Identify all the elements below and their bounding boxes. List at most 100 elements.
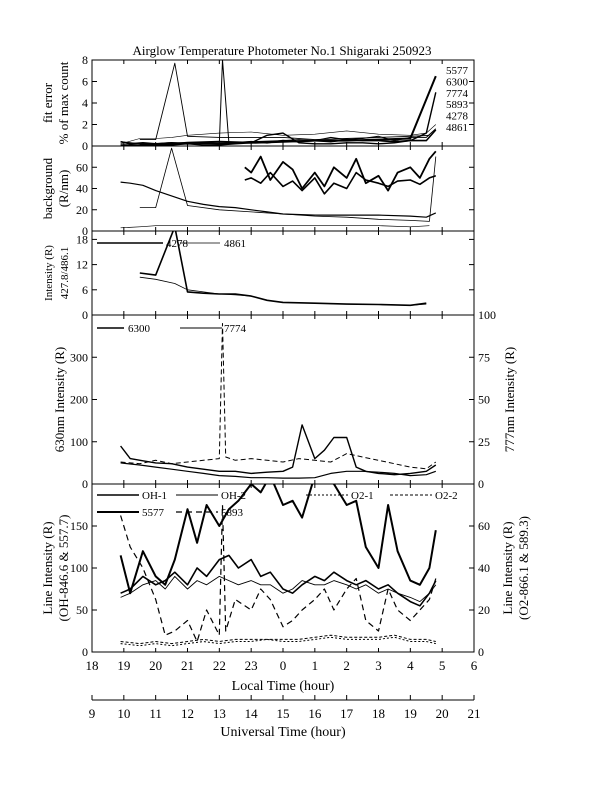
panel-line_intensity: 0 50 100 150 0 20 40 60 Line Intensity (R) (OH-84… [40,483,531,659]
series-line-4278 [139,62,430,141]
y-tick-label: 50 [76,603,88,617]
series-line-4861 [139,276,427,306]
y-tick-label: 150 [70,519,88,533]
y-tick-label-right: 0 [478,645,484,659]
series-line-7774 [120,323,437,470]
local-time-tick-label: 22 [213,658,226,673]
series-line-4278 [120,181,437,218]
series-line-6300b [120,462,437,479]
series-line-5893 [120,504,437,643]
y-tick-label: 4 [82,96,88,110]
y-axis-label: fit error [40,82,55,123]
y-tick-label: 100 [70,561,88,575]
y-tick-label-right: 50 [478,393,490,407]
series-line-O2-1 [120,636,436,647]
legend-entry: 5577 [142,507,165,519]
y-tick-label: 20 [76,203,88,217]
y-tick-label-right: 100 [478,308,496,322]
legend-entry: 5577 [446,65,469,77]
y-tick-label-right: 60 [478,519,490,533]
y-axis-label: Line Intensity (R) [40,521,55,614]
series-line-7774 [120,124,437,145]
universal-time-tick-label: 16 [308,706,322,721]
y-tick-label-right: 20 [478,603,490,617]
y-tick-label: 12 [76,258,88,272]
universal-time-tick-label: 13 [213,706,226,721]
y-axis-label: Intensity (R) [43,245,55,301]
y-tick-label: 100 [70,435,88,449]
chart-title: Airglow Temperature Photometer No.1 Shig… [133,43,432,58]
local-time-tick-label: 6 [471,658,478,673]
panel-frame [91,314,475,485]
series-line-5577 [244,150,437,192]
local-time-tick-label: 18 [86,658,99,673]
legend-entry: OH-1 [142,490,167,502]
y-tick-label: 0 [82,645,88,659]
series-group [119,484,437,647]
y-axis-label: 630nm Intensity (R) [52,347,67,452]
legend-entry: 4861 [446,122,468,134]
local-time-tick-label: 0 [280,658,287,673]
local-time-tick-label: 5 [439,658,446,673]
series-group [120,60,437,146]
legend-entry: O2-1 [351,490,374,502]
y-tick-label: 0 [82,139,88,153]
series-line-5577 [119,484,437,595]
y-tick-label-right: 0 [478,477,484,491]
universal-time-tick-label: 14 [245,706,259,721]
local-time-tick-label: 3 [375,658,382,673]
series-line-O2-2 [120,634,436,645]
universal-time-tick-label: 19 [404,706,417,721]
series-line-4861 [139,75,437,146]
legend-entry: 5893 [446,99,469,111]
legend-entry: 6300 [128,323,151,335]
y-tick-label: 6 [82,75,88,89]
y-axis-label: (OH-846.6 & 557.7) [56,515,71,622]
y-tick-label: 8 [82,53,88,67]
y-axis-label: (R/nm) [56,170,71,208]
legend-entry: 4278 [166,238,189,250]
universal-time-tick-label: 12 [181,706,194,721]
local-time-tick-label: 21 [181,658,194,673]
y-tick-label: 60 [76,160,88,174]
y-axis-label: background [40,157,55,219]
legend-entry: 5893 [221,507,244,519]
y-tick-label-right: 40 [478,561,490,575]
y-tick-label: 2 [82,118,88,132]
y-tick-label: 18 [76,232,88,246]
universal-time-tick-label: 15 [277,706,290,721]
universal-time-tick-label: 10 [117,706,130,721]
y-tick-label: 0 [82,224,88,238]
y-tick-label: 200 [70,393,88,407]
panel-background: 0 20 40 60 background (R/nm) [40,145,475,238]
panel-fit_error: 0 2 4 6 8 fit error% of max count 557763007774… [40,53,475,153]
y-tick-label: 0 [82,477,88,491]
y-tick-label: 40 [76,182,88,196]
local-time-tick-label: 2 [343,658,350,673]
series-line-OH-1 [120,554,437,607]
legend-entry: 6300 [446,76,469,88]
y-axis-label: % of max count [56,61,71,144]
universal-time-tick-label: 17 [340,706,354,721]
legend-entry: 7774 [446,88,469,100]
local-time-axis-label: Local Time (hour) [232,679,335,694]
y-axis-label: 427.8/486.1 [59,247,71,300]
series-line-6300 [120,60,437,145]
universal-time-tick-label: 21 [468,706,481,721]
universal-time-tick-label: 11 [149,706,162,721]
local-time-tick-label: 20 [149,658,162,673]
legend-entry: OH-2 [221,490,246,502]
universal-time-axis-label: Universal Time (hour) [220,725,346,740]
series-line-6300 [120,424,437,476]
universal-time-tick-label: 18 [372,706,385,721]
series-line-OH-2 [120,575,437,603]
legend-entry: 7774 [224,323,247,335]
panel-intensity_4278_4861: 0 6 12 18 Intensity (R) 427.8/486.1 4278 4861 [43,230,475,322]
y-axis-label-right: 777nm Intensity (R) [502,347,517,452]
y-tick-label: 6 [82,283,88,297]
y-axis-label-right: (O2-866.1 & 589.3) [516,516,531,620]
series-group [139,231,427,307]
